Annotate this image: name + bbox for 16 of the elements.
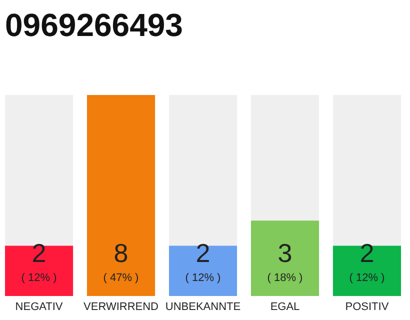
- annotation: ( 12% ): [21, 272, 57, 284]
- annotation: ( 47% ): [103, 272, 139, 284]
- x-tick-label: POSITIV: [345, 300, 390, 313]
- data-label: 2: [360, 238, 374, 268]
- x-tick-label: VERWIRREND: [84, 300, 159, 313]
- annotation: ( 12% ): [349, 272, 385, 284]
- chart-title: 0969266493: [5, 7, 183, 43]
- x-tick-label: NEGATIV: [15, 300, 64, 313]
- x-tick-label: UNBEKANNTE: [165, 300, 241, 313]
- x-tick-label: EGAL: [270, 300, 300, 313]
- data-label: 8: [114, 238, 128, 268]
- data-label: 2: [196, 238, 210, 268]
- data-label: 2: [32, 238, 46, 268]
- data-label: 3: [278, 238, 292, 268]
- annotation: ( 18% ): [267, 272, 303, 284]
- annotation: ( 12% ): [185, 272, 221, 284]
